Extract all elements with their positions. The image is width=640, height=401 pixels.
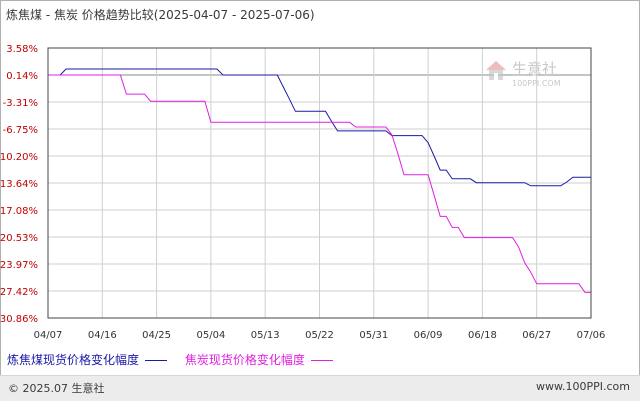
legend-swatch-coking-coal <box>145 360 168 361</box>
legend: 炼焦煤现货价格变化幅度 焦炭现货价格变化幅度 <box>7 351 347 368</box>
x-tick-label: 06/27 <box>522 330 551 341</box>
plot-border <box>47 47 592 319</box>
x-tick-label: 04/25 <box>142 330 171 341</box>
y-tick-label: -10.20% <box>0 152 38 163</box>
watermark-brand: 生意社 <box>512 60 557 78</box>
y-tick-label: -20.53% <box>0 233 38 244</box>
x-tick-label: 05/13 <box>251 330 280 341</box>
x-tick-label: 06/18 <box>468 330 497 341</box>
watermark-url: 100PPI.COM <box>512 79 561 88</box>
legend-label-coke: 焦炭现货价格变化幅度 <box>184 353 305 367</box>
x-tick-label: 05/04 <box>196 330 225 341</box>
y-tick-label: 0.14% <box>6 71 38 82</box>
y-tick-label: -6.75% <box>3 125 38 136</box>
x-tick-label: 04/16 <box>88 330 117 341</box>
y-tick-label: -30.86% <box>0 314 38 325</box>
legend-item-coke: 焦炭现货价格变化幅度 <box>185 351 333 368</box>
footer-copyright: © 2025.07 生意社 <box>8 382 105 395</box>
y-axis-labels: 3.58% 0.14% -3.31% -6.75% -10.20% -13.64% -17.… <box>0 44 38 325</box>
series-line-coking-coal <box>48 68 591 187</box>
y-tick-label: -13.64% <box>0 179 38 190</box>
x-tick-label: 05/31 <box>359 330 388 341</box>
y-tick-label: -3.31% <box>3 98 38 109</box>
y-tick-label: -17.08% <box>0 206 38 217</box>
x-tick-label: 06/09 <box>414 330 443 341</box>
y-tick-label: -27.42% <box>0 287 38 298</box>
legend-item-coking-coal: 炼焦煤现货价格变化幅度 <box>7 351 168 368</box>
x-tick-label: 04/07 <box>34 330 63 341</box>
watermark-logo-icon: 生意社 100PPI.COM <box>486 60 561 88</box>
chart-title: 炼焦煤 - 焦炭 价格趋势比较(2025-04-07 - 2025-07-06) <box>6 8 315 22</box>
x-tick-label: 07/06 <box>577 330 606 341</box>
footer: © 2025.07 生意社 www.100PPI.com <box>0 375 640 401</box>
legend-swatch-coke <box>310 360 333 361</box>
legend-label-coking-coal: 炼焦煤现货价格变化幅度 <box>7 353 140 367</box>
y-tick-label: -23.97% <box>0 260 38 271</box>
series-line-coke <box>48 74 591 293</box>
footer-site-link[interactable]: www.100PPI.com <box>536 380 630 393</box>
x-tick-label: 05/22 <box>305 330 334 341</box>
x-axis-labels: 04/07 04/16 04/25 05/04 05/13 05/22 05/31 06/09… <box>34 330 606 341</box>
y-tick-label: 3.58% <box>6 44 38 55</box>
series-lines <box>48 68 591 293</box>
